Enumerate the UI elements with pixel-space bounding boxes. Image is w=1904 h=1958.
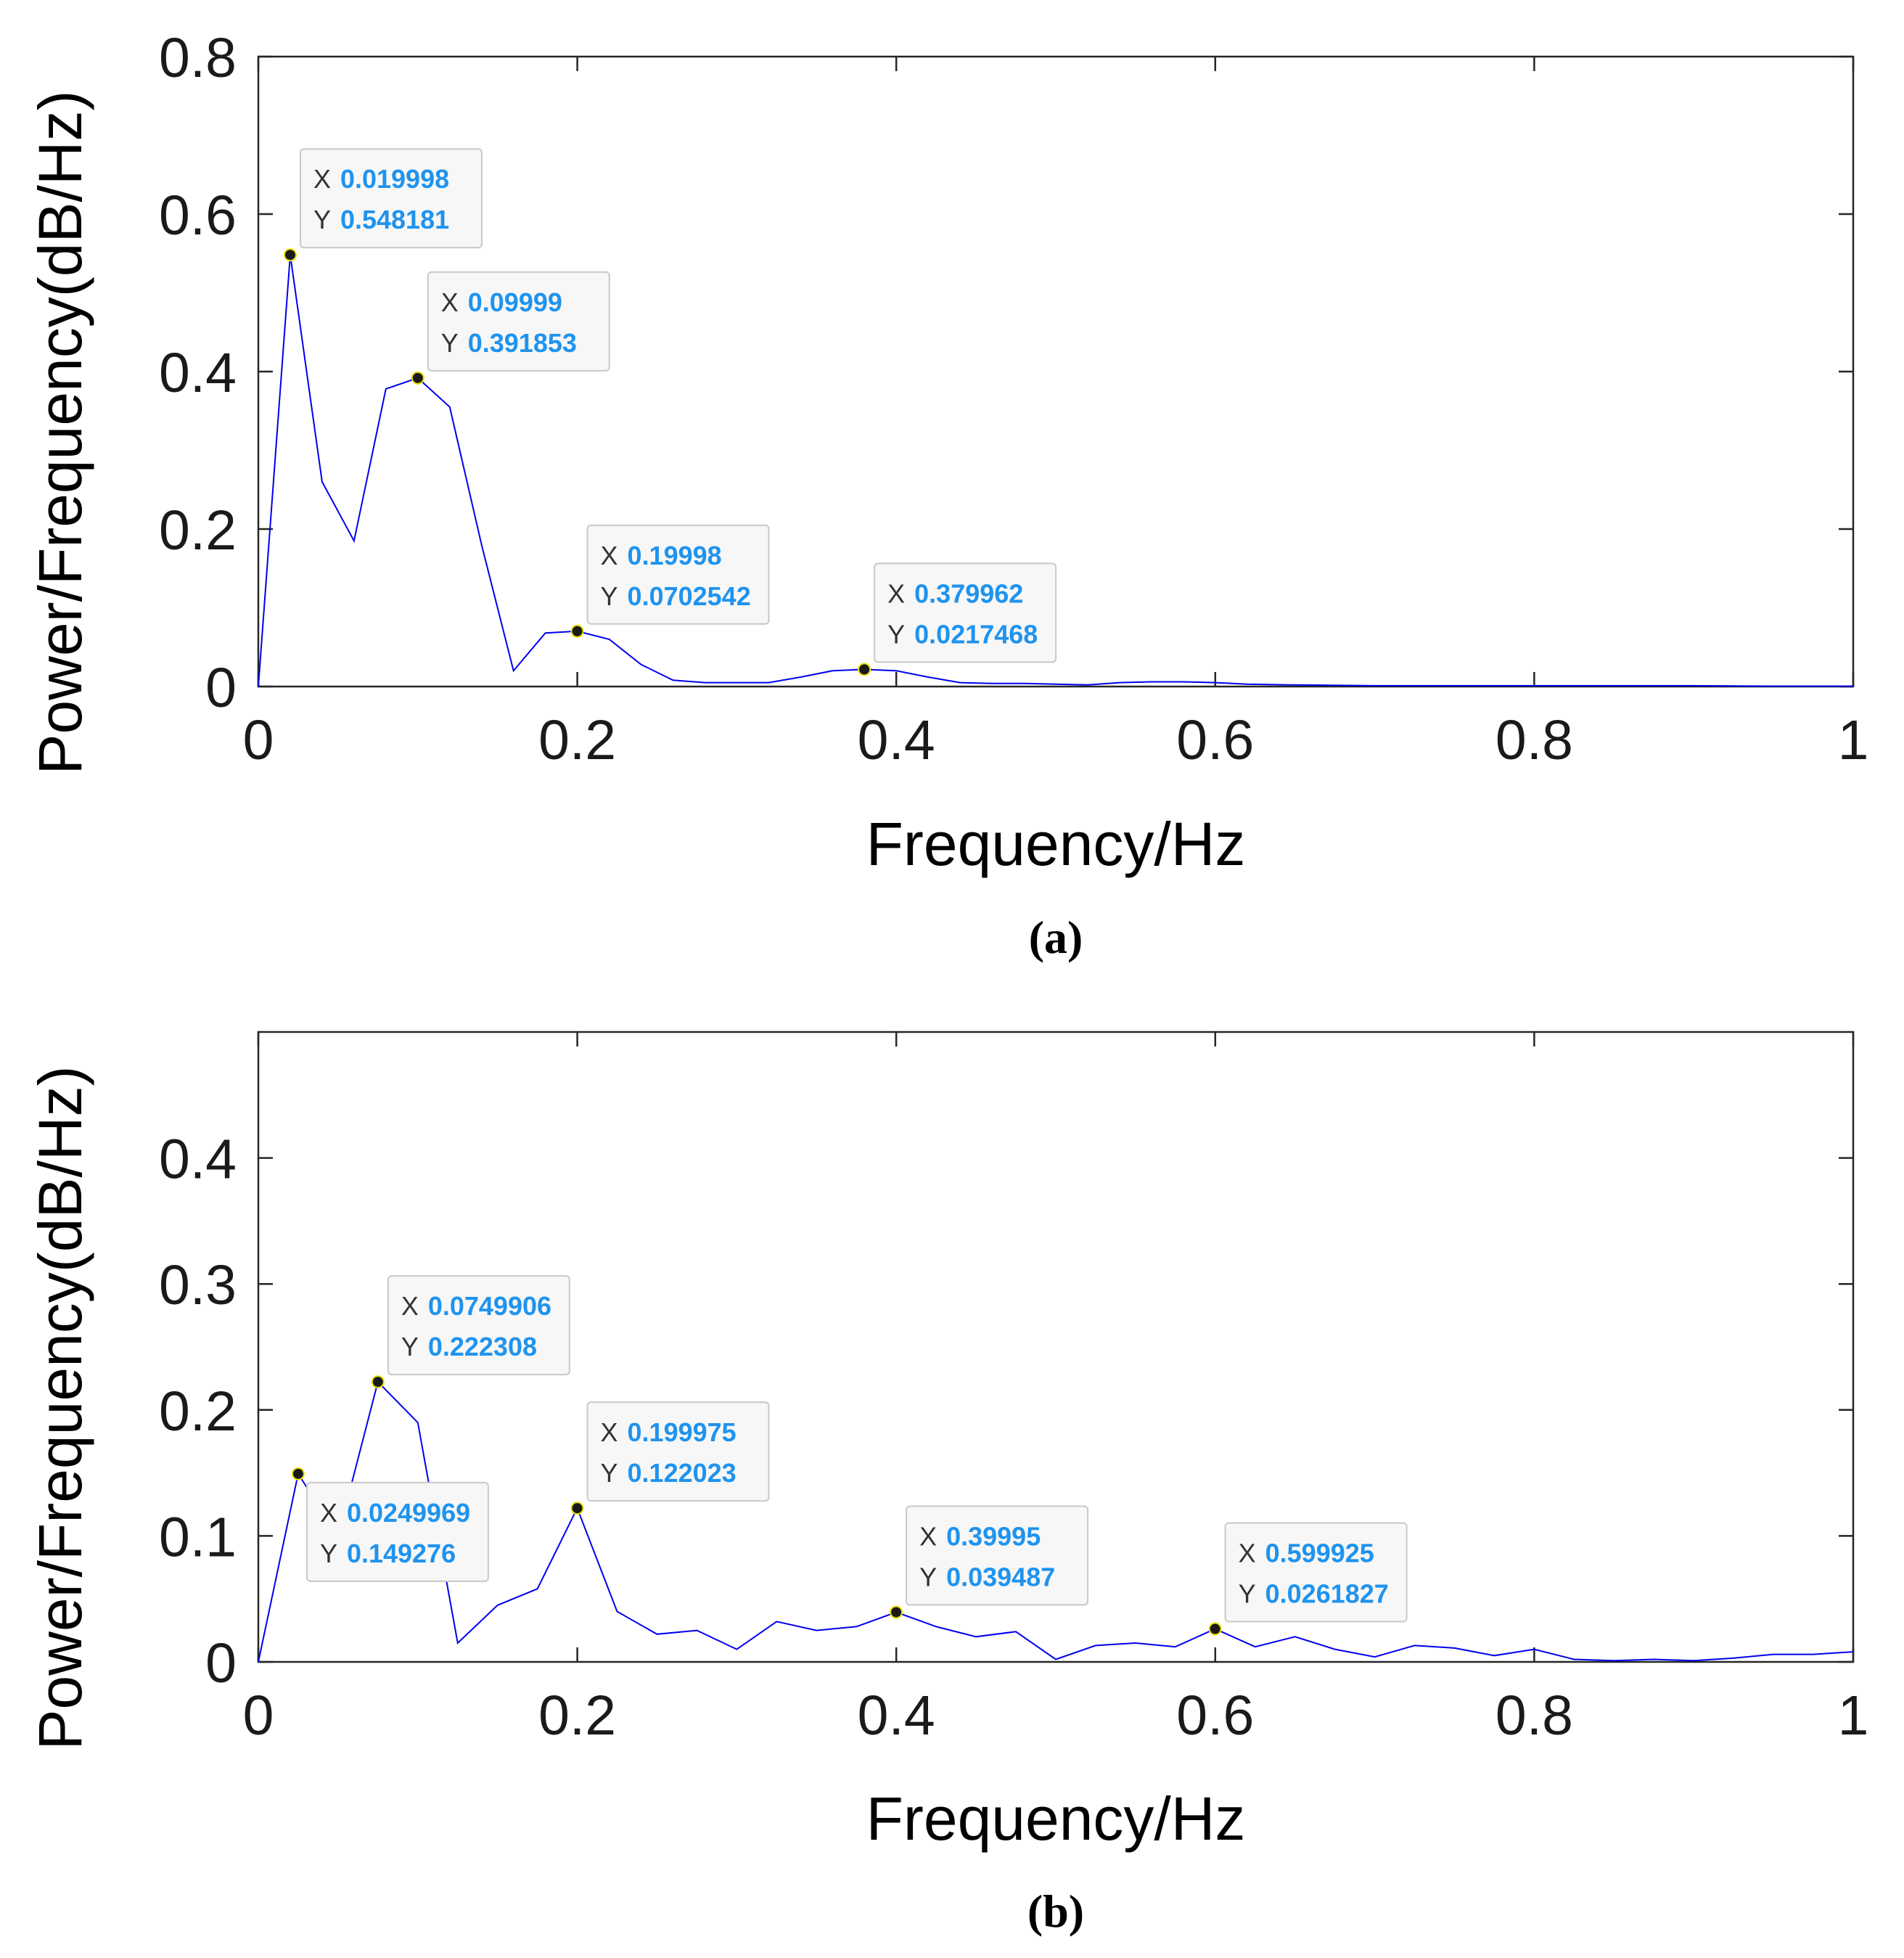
- data-tip: X 0.39995 Y 0.039487: [890, 1505, 1089, 1619]
- data-tip: X 0.0749906 Y 0.222308: [371, 1275, 570, 1389]
- data-tip-marker: [858, 663, 871, 676]
- data-tip-y-key: Y: [313, 205, 331, 234]
- y-tick-label: 0.8: [159, 27, 237, 89]
- x-tick-label: 0: [243, 709, 274, 771]
- x-tick-label: 0.2: [538, 709, 616, 771]
- data-tip-y-value: 0.0217468: [914, 619, 1038, 649]
- x-tick-label: 0.4: [858, 709, 935, 771]
- x-axis-label: Frequency/Hz: [866, 810, 1246, 878]
- data-tip: X 0.09999 Y 0.391853: [411, 271, 610, 385]
- data-tip-box: [906, 1505, 1089, 1606]
- y-tick-label: 0: [205, 1632, 237, 1695]
- data-tip: X 0.19998 Y 0.0702542: [570, 524, 770, 638]
- data-tip-x-value: 0.09999: [468, 287, 562, 317]
- x-tick-label: 1: [1838, 1684, 1869, 1747]
- data-tip-box: [1224, 1522, 1408, 1623]
- data-tip-box: [586, 1401, 770, 1502]
- data-tip-x-value: 0.019998: [340, 164, 449, 194]
- x-tick-label: 0.2: [538, 1684, 616, 1747]
- data-tip-x-value: 0.0749906: [428, 1291, 551, 1321]
- data-tip-x-key: X: [313, 164, 331, 194]
- y-tick-label: 0: [205, 657, 237, 719]
- y-axis-label: Power/Frequency(dB/Hz): [26, 91, 94, 775]
- data-tip-y-key: Y: [601, 1458, 618, 1488]
- data-tip-x-key: X: [1239, 1539, 1256, 1568]
- data-tip-y-key: Y: [887, 619, 905, 649]
- data-tip-marker: [890, 1605, 903, 1619]
- data-tip-x-value: 0.199975: [628, 1417, 736, 1447]
- x-tick-label: 0: [243, 1684, 274, 1747]
- data-tip-y-key: Y: [1239, 1579, 1256, 1609]
- data-tip-marker: [283, 248, 297, 262]
- data-tip-y-value: 0.0261827: [1265, 1579, 1389, 1609]
- chart-panel-b: 0 0.2 0.4 0.6 0.8 1 0 0.1 0.2 0.3 0.4 Frequency/Hz P…: [26, 1031, 1869, 1937]
- x-axis-label: Frequency/Hz: [866, 1785, 1246, 1853]
- y-axis-label: Power/Frequency(dB/Hz): [26, 1066, 94, 1750]
- y-tick-label: 0.3: [159, 1254, 237, 1316]
- y-tick-label: 0.4: [159, 1128, 237, 1191]
- data-tip-x-value: 0.0249969: [347, 1498, 470, 1528]
- panel-caption: (b): [1027, 1885, 1084, 1937]
- data-tip-x-key: X: [601, 1417, 618, 1447]
- x-tick-label: 0.6: [1176, 1684, 1254, 1747]
- data-tip-y-value: 0.122023: [628, 1458, 736, 1488]
- data-tip-y-value: 0.548181: [340, 205, 449, 234]
- data-tip-y-value: 0.222308: [428, 1332, 537, 1361]
- data-tip: X 0.599925 Y 0.0261827: [1208, 1522, 1408, 1636]
- data-tip-y-key: Y: [441, 328, 459, 358]
- series-line: [258, 1380, 1854, 1663]
- y-tick-label: 0.2: [159, 499, 237, 562]
- data-tip: X 0.019998 Y 0.548181: [283, 148, 483, 262]
- y-tick-label: 0.4: [159, 342, 237, 404]
- data-tip-box: [874, 562, 1057, 663]
- data-tip: X 0.379962 Y 0.0217468: [858, 562, 1057, 676]
- data-tip: X 0.199975 Y 0.122023: [570, 1401, 770, 1515]
- data-tip-y-key: Y: [919, 1562, 937, 1592]
- data-tip-x-key: X: [919, 1521, 937, 1551]
- series-line: [258, 255, 1853, 687]
- data-tip-box: [305, 1481, 489, 1582]
- data-tip-x-key: X: [401, 1291, 419, 1321]
- data-tip-x-value: 0.379962: [914, 578, 1023, 608]
- x-tick-label: 0.6: [1176, 709, 1254, 771]
- data-tip-x-key: X: [887, 578, 905, 608]
- data-tip-marker: [411, 371, 424, 385]
- data-tip-y-value: 0.391853: [468, 328, 577, 358]
- data-tip-marker: [570, 1502, 584, 1515]
- data-tip-y-value: 0.039487: [946, 1562, 1055, 1592]
- data-tip-marker: [291, 1467, 305, 1480]
- data-tip-x-value: 0.19998: [628, 541, 722, 570]
- data-tip-x-key: X: [441, 287, 459, 317]
- x-tick-label: 0.4: [858, 1684, 935, 1747]
- chart-panel-a: 0 0.2 0.4 0.6 0.8 1 0 0.2 0.4 0.6 0.8 Frequency/Hz P…: [26, 27, 1868, 963]
- data-tip-box: [387, 1275, 570, 1376]
- data-tip-box: [586, 524, 770, 625]
- y-tick-label: 0.1: [159, 1506, 237, 1568]
- y-tick-label: 0.6: [159, 184, 237, 247]
- data-tip-y-key: Y: [401, 1332, 419, 1361]
- data-tip-y-value: 0.149276: [347, 1539, 456, 1568]
- data-tip-box: [427, 271, 610, 372]
- x-tick-label: 1: [1838, 709, 1869, 771]
- data-tip-marker: [371, 1375, 385, 1389]
- x-tick-label: 0.8: [1495, 709, 1573, 771]
- data-tip-y-key: Y: [320, 1539, 337, 1568]
- data-tip-y-value: 0.0702542: [628, 581, 751, 611]
- x-tick-label: 0.8: [1495, 1684, 1573, 1747]
- data-tip: X 0.0249969 Y 0.149276: [291, 1467, 489, 1582]
- y-tick-label: 0.2: [159, 1380, 237, 1443]
- data-tip-x-key: X: [601, 541, 618, 570]
- data-tip-x-key: X: [320, 1498, 337, 1528]
- data-tip-marker: [1208, 1622, 1222, 1636]
- data-tip-x-value: 0.39995: [946, 1521, 1041, 1551]
- data-tip-box: [299, 148, 483, 249]
- data-tip-y-key: Y: [601, 581, 618, 611]
- data-tip-x-value: 0.599925: [1265, 1539, 1374, 1568]
- data-tip-marker: [570, 624, 584, 638]
- panel-caption: (a): [1029, 912, 1083, 963]
